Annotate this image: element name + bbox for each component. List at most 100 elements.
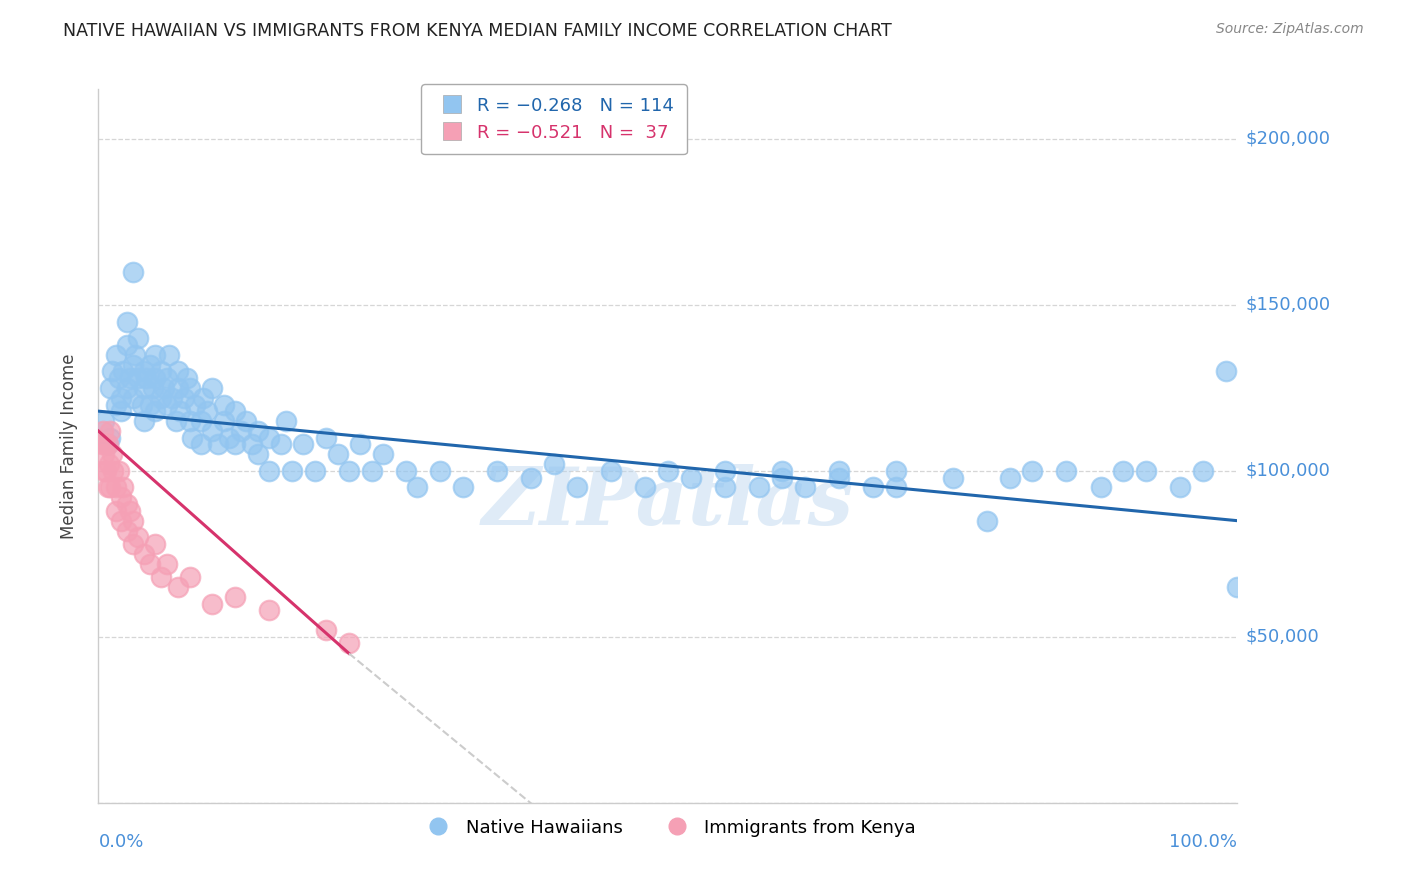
Point (104, 348, 127, 362)
Point (108, 464, 131, 478)
Point (138, 557, 160, 571)
Point (115, 524, 138, 538)
Point (138, 397, 160, 411)
Point (179, 381, 201, 395)
Point (104, 504, 127, 518)
Point (98, 381, 121, 395)
Point (132, 414, 155, 428)
Point (103, 464, 125, 478)
Point (167, 381, 190, 395)
Point (634, 481, 657, 495)
Point (486, 464, 509, 478)
Point (212, 397, 235, 411)
Point (207, 437, 229, 451)
Point (145, 537, 167, 551)
Point (770, 470, 793, 484)
Point (132, 547, 155, 561)
Point (167, 364, 190, 378)
Point (97, 457, 120, 471)
Point (120, 504, 142, 518)
Point (429, 464, 451, 478)
Point (96, 464, 118, 478)
Point (167, 580, 190, 594)
Y-axis label: Median Family Income: Median Family Income (59, 353, 77, 539)
Point (157, 348, 180, 362)
Point (201, 381, 224, 395)
Point (304, 464, 326, 478)
Point (1112, 464, 1135, 478)
Text: Source: ZipAtlas.com: Source: ZipAtlas.com (1216, 22, 1364, 37)
Point (1054, 464, 1078, 478)
Point (145, 371, 167, 385)
Point (793, 481, 815, 495)
Point (127, 371, 149, 385)
Point (93, 464, 115, 478)
Point (1192, 464, 1215, 478)
Point (1021, 464, 1043, 478)
Point (98, 431, 121, 445)
Point (714, 481, 737, 495)
Point (179, 414, 201, 428)
Point (98, 481, 121, 495)
Point (229, 424, 252, 438)
Point (101, 447, 124, 461)
Point (770, 464, 793, 478)
Point (246, 447, 269, 461)
Point (156, 371, 179, 385)
Point (292, 437, 315, 451)
Text: ZIPatlas: ZIPatlas (482, 465, 853, 541)
Point (94, 437, 117, 451)
Point (124, 348, 146, 362)
Point (224, 590, 246, 604)
Point (142, 381, 165, 395)
Point (190, 437, 212, 451)
Point (406, 481, 429, 495)
Point (90, 437, 112, 451)
Point (112, 364, 135, 378)
Point (337, 464, 360, 478)
Point (127, 530, 149, 544)
Point (224, 437, 246, 451)
Point (212, 414, 235, 428)
Point (884, 481, 907, 495)
Point (714, 464, 737, 478)
Point (360, 464, 382, 478)
Point (679, 470, 702, 484)
Point (184, 397, 207, 411)
Point (240, 437, 263, 451)
Point (600, 464, 623, 478)
Point (169, 404, 191, 418)
Point (395, 464, 418, 478)
Point (121, 358, 143, 372)
Point (180, 431, 202, 445)
Point (145, 404, 167, 418)
Point (110, 404, 132, 418)
Point (1170, 481, 1192, 495)
Point (224, 404, 246, 418)
Point (121, 265, 143, 279)
Point (150, 570, 173, 584)
Point (315, 431, 337, 445)
Point (218, 431, 240, 445)
Point (246, 424, 269, 438)
Point (96, 437, 118, 451)
Point (98, 424, 121, 438)
Point (259, 603, 281, 617)
Point (520, 470, 543, 484)
Point (121, 537, 143, 551)
Point (131, 397, 153, 411)
Point (1215, 364, 1237, 378)
Point (110, 391, 132, 405)
Point (349, 437, 371, 451)
Text: $50,000: $50,000 (1246, 628, 1319, 646)
Point (104, 397, 127, 411)
Point (112, 481, 135, 495)
Point (132, 381, 155, 395)
Point (828, 470, 851, 484)
Point (96, 437, 118, 451)
Point (127, 331, 149, 345)
Point (110, 514, 132, 528)
Legend: Native Hawaiians, Immigrants from Kenya: Native Hawaiians, Immigrants from Kenya (413, 812, 922, 844)
Point (153, 381, 176, 395)
Point (1226, 580, 1249, 594)
